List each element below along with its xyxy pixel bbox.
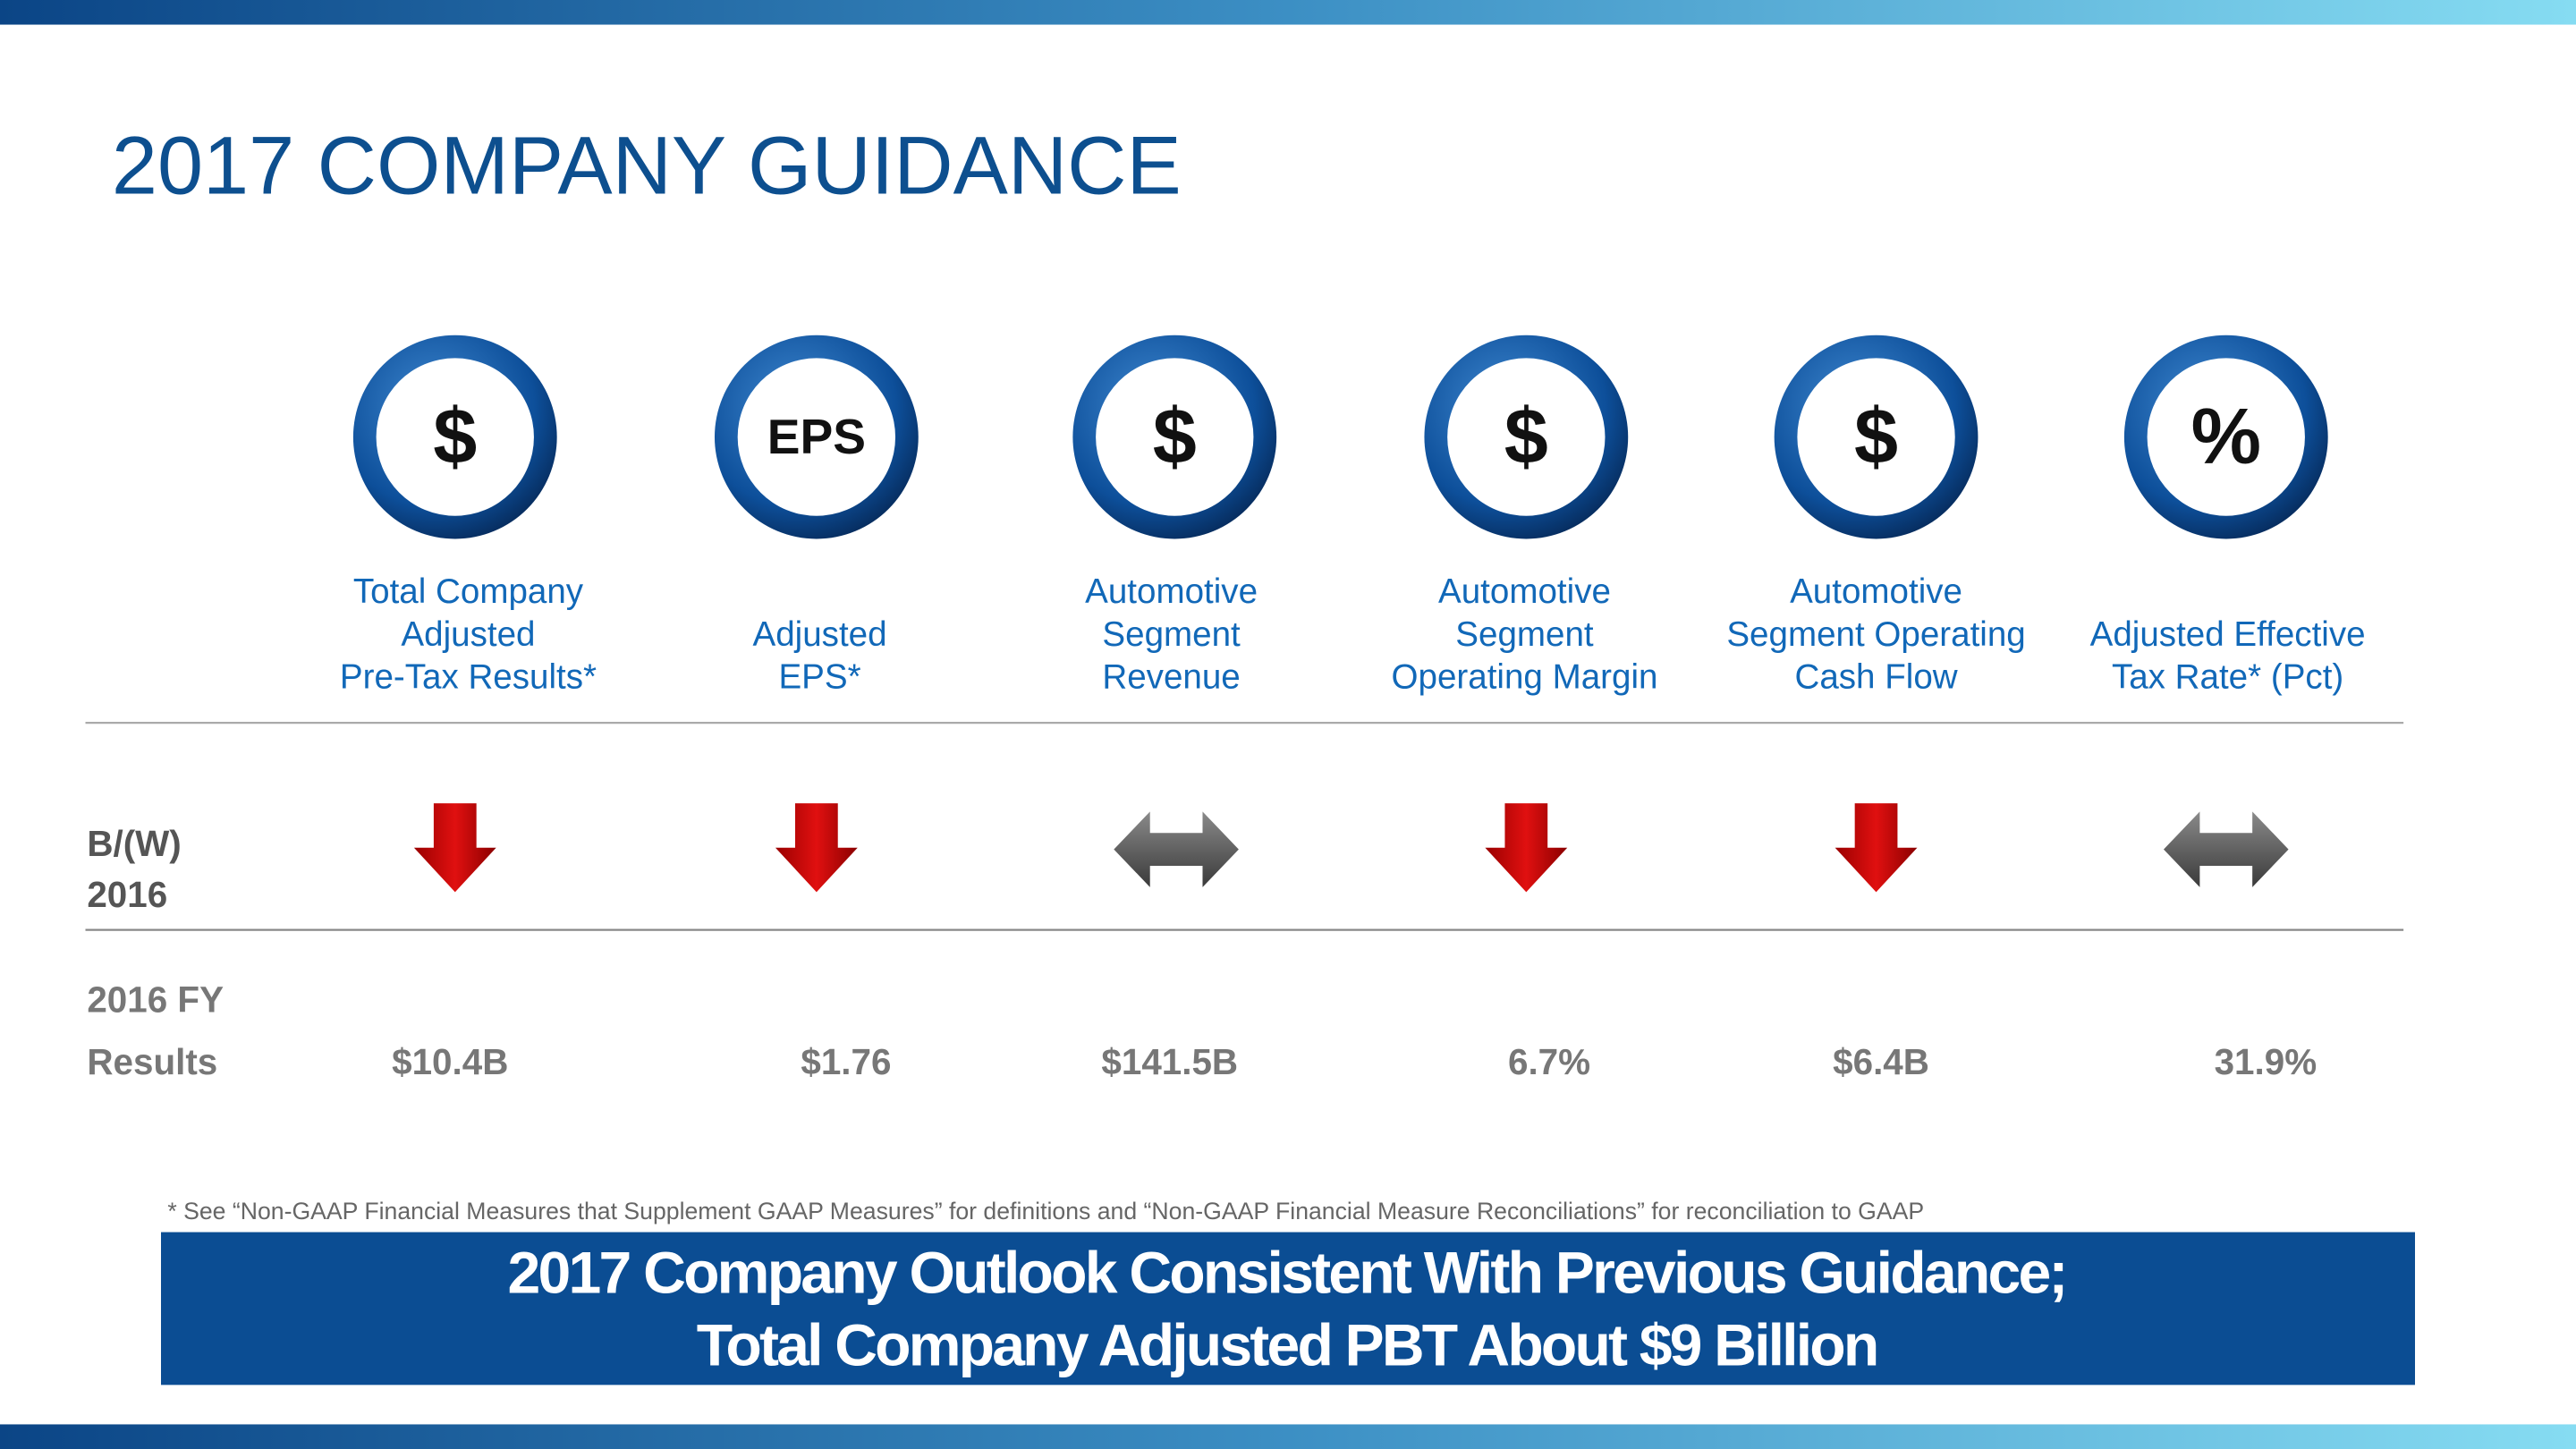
down-arrow <box>1835 803 1918 893</box>
icon-text: $ <box>1504 392 1548 480</box>
bottom-bar <box>0 1424 2576 1449</box>
icon-face <box>1797 358 1955 516</box>
metric-label: Operating Margin <box>1392 658 1658 697</box>
icon-face <box>376 358 534 516</box>
icon-text: % <box>2191 392 2261 480</box>
metric-label: Pre-Tax Results* <box>340 658 597 697</box>
metric-label: Adjusted <box>401 615 535 654</box>
metric-label: EPS* <box>778 658 860 697</box>
result-value: $6.4B <box>1833 1041 1929 1082</box>
metric-label: Automotive <box>1790 572 1962 611</box>
icon-face <box>1096 358 1254 516</box>
icon-face <box>737 358 896 516</box>
down-arrow <box>1485 803 1568 893</box>
metric-label: Automotive <box>1438 572 1611 611</box>
row-label: B/(W) <box>87 823 181 864</box>
result-value: 6.7% <box>1508 1041 1590 1082</box>
row-label: Results <box>87 1041 217 1082</box>
row-label: 2016 FY <box>87 979 224 1020</box>
result-value: 31.9% <box>2215 1041 2318 1082</box>
title: 2017 COMPANY GUIDANCE <box>112 121 1182 212</box>
banner-text: 2017 Company Outlook Consistent With Pre… <box>508 1241 2069 1307</box>
result-value: $10.4B <box>392 1041 508 1082</box>
metric-label: Segment <box>1102 615 1241 654</box>
icon-text: $ <box>1854 392 1898 480</box>
icon-face <box>2147 358 2305 516</box>
icon-text: EPS <box>767 409 866 464</box>
metric-label: Segment Operating <box>1726 615 2025 654</box>
metric-label: Revenue <box>1102 658 1240 697</box>
banner-text: Total Company Adjusted PBT About $9 Bill… <box>697 1312 1879 1378</box>
metric-label: Cash Flow <box>1794 658 1957 697</box>
metric-label: Segment <box>1455 615 1594 654</box>
metric-label: Total Company <box>353 572 584 611</box>
metric-label: Automotive <box>1085 572 1258 611</box>
both-arrow <box>1114 811 1239 887</box>
result-value: $141.5B <box>1101 1041 1238 1082</box>
down-arrow <box>413 803 496 893</box>
icon-text: $ <box>1153 392 1197 480</box>
icon-text: $ <box>433 392 477 480</box>
footnote: * See “Non-GAAP Financial Measures that … <box>167 1198 1924 1224</box>
metric-label: Adjusted <box>752 615 886 654</box>
row-label: 2016 <box>87 874 167 915</box>
both-arrow <box>2163 811 2289 887</box>
icon-face <box>1447 358 1606 516</box>
down-arrow <box>775 803 858 893</box>
banner <box>161 1232 2415 1385</box>
metric-label: Tax Rate* (Pct) <box>2112 658 2343 697</box>
top-bar <box>0 0 2576 25</box>
result-value: $1.76 <box>801 1041 891 1082</box>
metric-label: Adjusted Effective <box>2090 615 2366 654</box>
